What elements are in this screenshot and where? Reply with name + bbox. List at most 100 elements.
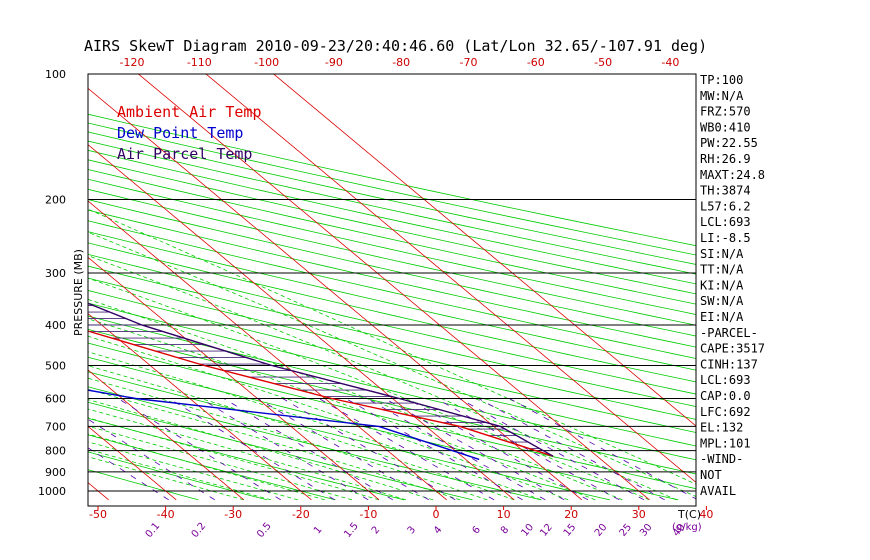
dry-adiabat: [88, 209, 696, 348]
dry-adiabat: [88, 469, 199, 501]
index-entry: CAP:0.0: [700, 389, 751, 403]
dry-adiabat: [88, 434, 336, 501]
mixing-ratio-line: [478, 398, 665, 501]
isotherm: [88, 200, 447, 501]
moist-adiabat: [88, 456, 244, 501]
bottom-tick-label: -20: [292, 508, 310, 521]
moist-adiabat: [88, 231, 696, 497]
dry-adiabat: [88, 159, 696, 295]
index-entry: L57:6.2: [700, 199, 751, 213]
dry-adiabat: [88, 401, 473, 501]
dry-adiabat: [88, 302, 696, 447]
legend: Ambient Air Temp Dew Point Temp Air Parc…: [117, 103, 262, 163]
index-entry: TP:100: [700, 73, 743, 87]
index-entry: MW:N/A: [700, 89, 744, 103]
dry-adiabat: [88, 231, 696, 371]
mixing-ratio-line: [406, 398, 589, 501]
dry-adiabat: [88, 149, 696, 285]
dry-adiabat: [88, 178, 696, 315]
index-entry: FRZ:570: [700, 105, 751, 119]
dry-adiabat: [88, 265, 696, 408]
profile-curves: [88, 302, 554, 461]
mixing-ratio-line: [345, 398, 523, 501]
plot-frame: [87, 73, 697, 507]
index-entry: MPL:101: [700, 436, 751, 450]
dry-adiabat: [88, 289, 696, 433]
parcel-curve: [88, 302, 554, 457]
dry-adiabat: [88, 371, 610, 501]
mixing-ratio-tick-label: 1: [312, 524, 325, 536]
moist-adiabat: [88, 318, 596, 501]
mixing-ratio-line: [436, 398, 620, 501]
mixing-ratio-line: [509, 398, 696, 500]
index-entry: CINH:137: [700, 357, 758, 371]
top-tick-label: -70: [460, 56, 478, 69]
bottom-axis-label: T(C): [677, 508, 701, 521]
moist-adiabat: [88, 255, 677, 501]
index-entry: MAXT:24.8: [700, 168, 765, 182]
dry-adiabat: [88, 122, 696, 256]
mixing-ratio-line: [88, 418, 216, 501]
ambient-temp-curve: [88, 330, 554, 457]
isotherm: [88, 369, 245, 501]
top-tick-label: -110: [187, 56, 212, 69]
bottom-tick-label: -30: [224, 508, 242, 521]
index-entry: EI:N/A: [700, 310, 744, 324]
mixing-ratio-line: [200, 398, 369, 501]
dry-adiabat: [88, 113, 696, 247]
index-entry: AVAIL: [700, 484, 736, 498]
bottom-tick-label: 0: [433, 508, 440, 521]
legend-ambient: Ambient Air Temp: [117, 103, 262, 121]
chart-title: AIRS SkewT Diagram 2010-09-23/20:40:46.6…: [84, 37, 707, 55]
index-entry: LI:-8.5: [700, 231, 751, 245]
index-entry: RH:26.9: [700, 152, 751, 166]
dry-adiabat: [88, 342, 696, 490]
dry-adiabat: [88, 140, 696, 275]
bottom-tick-label: 30: [632, 508, 646, 521]
mixing-ratio-tick-label: 1.5: [342, 521, 361, 540]
pressure-tick-label: 100: [45, 68, 66, 81]
mixing-ratio-line: [88, 447, 169, 501]
mixing-ratio-line: [257, 398, 430, 501]
pressure-tick-label: 1000: [38, 485, 66, 498]
index-entry: TT:N/A: [700, 263, 744, 277]
bottom-tick-label: 40: [699, 508, 713, 521]
bottom-tick-label: -40: [157, 508, 175, 521]
top-tick-label: -100: [254, 56, 279, 69]
isotherm: [137, 74, 650, 501]
index-entry: NOT: [700, 468, 722, 482]
index-entry: -PARCEL-: [700, 326, 758, 340]
mixing-ratio-axis-label: (g/kg): [672, 522, 702, 533]
pressure-tick-label: 700: [45, 420, 66, 433]
dry-adiabat: [88, 417, 405, 501]
isotherm: [88, 87, 583, 501]
legend-dewpoint: Dew Point Temp: [117, 124, 243, 142]
dry-adiabat: [88, 220, 696, 359]
mixing-ratio-tick-label: 2: [370, 524, 383, 536]
bottom-tick-label: 20: [564, 508, 578, 521]
mixing-ratio-tick-label: 0.2: [190, 521, 209, 540]
mixing-ratio-tick-label: 6: [471, 524, 484, 536]
dry-adiabat: [88, 451, 267, 501]
mixing-ratio-line: [318, 398, 495, 501]
index-entry: SW:N/A: [700, 294, 744, 308]
isotherm: [0, 55, 41, 500]
mixing-ratio-tick-label: 20: [593, 522, 610, 539]
legend-parcel: Air Parcel Temp: [117, 145, 252, 163]
mixing-ratio-tick-label: 15: [562, 522, 579, 539]
isotherm: [88, 256, 380, 501]
mixing-ratio-tick-label: 8: [499, 524, 512, 536]
index-entry: WB0:410: [700, 120, 751, 134]
index-entry: SI:N/A: [700, 247, 744, 261]
mixing-ratio-tick-label: 0.1: [144, 521, 163, 540]
pressure-tick-label: 400: [45, 319, 66, 332]
dry-adiabat: [88, 131, 696, 265]
pressure-tick-label: 800: [45, 445, 66, 458]
index-entry: TH:3874: [700, 184, 751, 198]
top-tick-label: -90: [325, 56, 343, 69]
mixing-ratio-tick-label: 3: [406, 524, 419, 536]
dry-adiabat: [88, 169, 696, 305]
isotherm: [88, 144, 515, 501]
mixing-ratio-line: [459, 398, 645, 501]
